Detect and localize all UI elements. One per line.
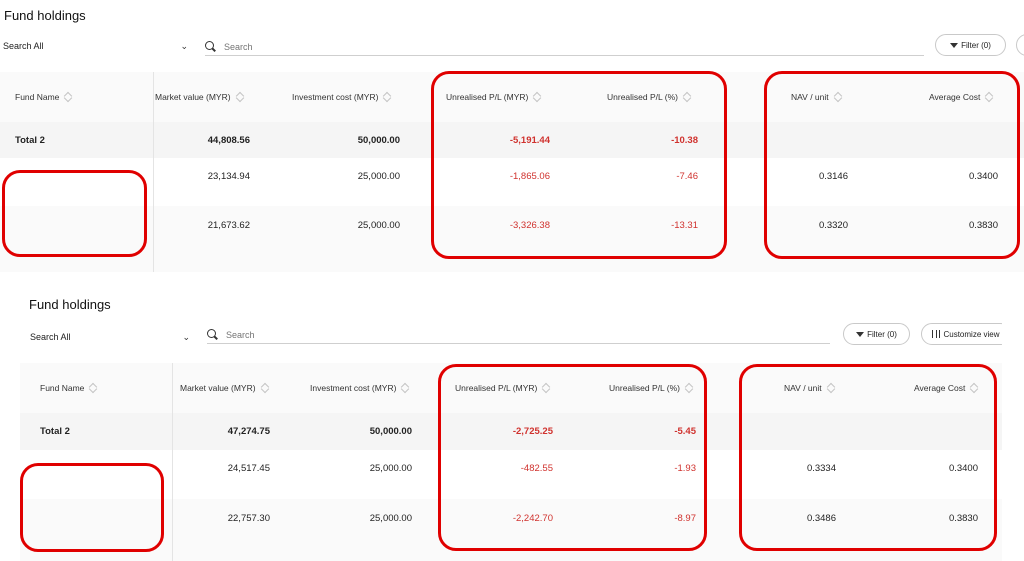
pl-myr: -482.55 <box>520 462 553 474</box>
chevron-down-icon: ⌄ <box>182 331 190 342</box>
sort-icon <box>262 383 268 393</box>
sort-icon <box>828 383 834 393</box>
customize-view-label: Customize view <box>943 329 1000 339</box>
pl-pct: -7.46 <box>676 170 698 182</box>
sort-icon <box>543 383 549 393</box>
investment-cost: 25,000.00 <box>369 512 412 524</box>
search-bar <box>207 326 830 344</box>
sort-icon <box>402 383 408 393</box>
nav-unit: 0.3486 <box>806 512 836 524</box>
total-market-value: 44,808.56 <box>207 134 250 146</box>
chevron-down-icon: ⌄ <box>180 40 188 51</box>
total-pl-pct: -10.38 <box>671 134 698 146</box>
sort-icon <box>384 92 390 102</box>
sort-icon <box>684 92 690 102</box>
sort-icon <box>534 92 540 102</box>
sort-icon <box>65 92 71 102</box>
column-header-market-value[interactable]: Market value (MYR) <box>155 72 243 122</box>
search-scope-label: Search All <box>30 332 71 342</box>
column-header-market-value[interactable]: Market value (MYR) <box>180 363 268 413</box>
table-row[interactable]: 24,517.45 25,000.00 -482.55 -1.93 0.3334… <box>20 450 1002 499</box>
column-divider <box>172 363 173 561</box>
search-bar <box>205 38 924 56</box>
total-investment-cost: 50,000.00 <box>369 426 412 437</box>
average-cost: 0.3830 <box>968 219 998 231</box>
total-label: Total 2 <box>40 426 70 437</box>
search-input[interactable] <box>224 41 424 52</box>
search-input[interactable] <box>226 329 426 340</box>
column-header-unrealised-pl-pct[interactable]: Unrealised P/L (%) <box>607 72 690 122</box>
search-scope-label: Search All <box>3 41 44 51</box>
search-icon <box>207 329 218 340</box>
customize-view-button[interactable]: Customize view <box>921 323 1002 345</box>
filter-icon <box>950 42 959 48</box>
pl-pct: -13.31 <box>671 219 698 231</box>
table-row-total: Total 2 44,808.56 50,000.00 -5,191.44 -1… <box>0 122 1024 158</box>
investment-cost: 25,000.00 <box>357 219 400 231</box>
investment-cost: 25,000.00 <box>357 170 400 182</box>
market-value: 23,134.94 <box>207 170 250 182</box>
fund-holdings-panel-after: Fund holdings Search All ⌄ Filter (0) Cu… <box>20 288 1002 561</box>
page-title: Fund holdings <box>4 8 86 23</box>
column-header-unrealised-pl-myr[interactable]: Unrealised P/L (MYR) <box>446 72 540 122</box>
filter-button[interactable]: Filter (0) <box>935 34 1006 56</box>
customize-view-button[interactable] <box>1016 34 1024 56</box>
total-pl-pct: -5.45 <box>674 426 696 437</box>
average-cost: 0.3830 <box>948 512 978 524</box>
table-row[interactable]: 23,134.94 25,000.00 -1,865.06 -7.46 0.31… <box>0 158 1024 206</box>
table-row-total: Total 2 47,274.75 50,000.00 -2,725.25 -5… <box>20 413 1002 450</box>
nav-unit: 0.3334 <box>806 462 836 474</box>
column-header-nav-unit[interactable]: NAV / unit <box>784 363 834 413</box>
column-divider <box>153 72 154 272</box>
nav-unit: 0.3320 <box>818 219 848 231</box>
column-header-average-cost[interactable]: Average Cost <box>914 363 977 413</box>
sort-icon <box>90 383 96 393</box>
table-header-row: Fund Name Market value (MYR) Investment … <box>0 72 1024 122</box>
search-scope-select[interactable]: Search All ⌄ <box>3 39 188 53</box>
market-value: 22,757.30 <box>227 512 270 524</box>
pl-myr: -3,326.38 <box>509 219 550 231</box>
pl-pct: -1.93 <box>674 462 696 474</box>
average-cost: 0.3400 <box>948 462 978 474</box>
sort-icon <box>835 92 841 102</box>
filter-button[interactable]: Filter (0) <box>843 323 910 345</box>
filter-button-label: Filter (0) <box>961 40 991 50</box>
column-header-fund-name[interactable]: Fund Name <box>40 363 96 413</box>
pl-myr: -1,865.06 <box>509 170 550 182</box>
column-header-unrealised-pl-pct[interactable]: Unrealised P/L (%) <box>609 363 692 413</box>
column-header-nav-unit[interactable]: NAV / unit <box>791 72 841 122</box>
column-header-investment-cost[interactable]: Investment cost (MYR) <box>310 363 408 413</box>
pl-myr: -2,242.70 <box>512 512 553 524</box>
market-value: 24,517.45 <box>227 462 270 474</box>
search-scope-select[interactable]: Search All ⌄ <box>30 330 190 344</box>
total-label: Total 2 <box>15 134 45 146</box>
column-header-fund-name[interactable]: Fund Name <box>15 72 71 122</box>
total-pl-myr: -2,725.25 <box>512 426 553 437</box>
investment-cost: 25,000.00 <box>369 462 412 474</box>
table-row[interactable]: 22,757.30 25,000.00 -2,242.70 -8.97 0.34… <box>20 499 1002 561</box>
fund-holdings-panel-before: Fund holdings Search All ⌄ Filter (0) Fu… <box>0 0 1024 272</box>
column-header-unrealised-pl-myr[interactable]: Unrealised P/L (MYR) <box>455 363 549 413</box>
market-value: 21,673.62 <box>207 219 250 231</box>
pl-pct: -8.97 <box>674 512 696 524</box>
sort-icon <box>686 383 692 393</box>
sort-icon <box>237 92 243 102</box>
filter-icon <box>856 331 865 337</box>
sliders-icon <box>932 330 941 338</box>
table-header-row: Fund Name Market value (MYR) Investment … <box>20 363 1002 413</box>
total-market-value: 47,274.75 <box>227 426 270 437</box>
sort-icon <box>971 383 977 393</box>
total-pl-myr: -5,191.44 <box>509 134 550 146</box>
sort-icon <box>986 92 992 102</box>
total-investment-cost: 50,000.00 <box>357 134 400 146</box>
page-title: Fund holdings <box>29 297 111 312</box>
filter-button-label: Filter (0) <box>867 329 897 339</box>
column-header-average-cost[interactable]: Average Cost <box>929 72 992 122</box>
column-header-investment-cost[interactable]: Investment cost (MYR) <box>292 72 390 122</box>
nav-unit: 0.3146 <box>818 170 848 182</box>
average-cost: 0.3400 <box>968 170 998 182</box>
table-row[interactable]: 21,673.62 25,000.00 -3,326.38 -13.31 0.3… <box>0 206 1024 272</box>
search-icon <box>205 41 216 52</box>
